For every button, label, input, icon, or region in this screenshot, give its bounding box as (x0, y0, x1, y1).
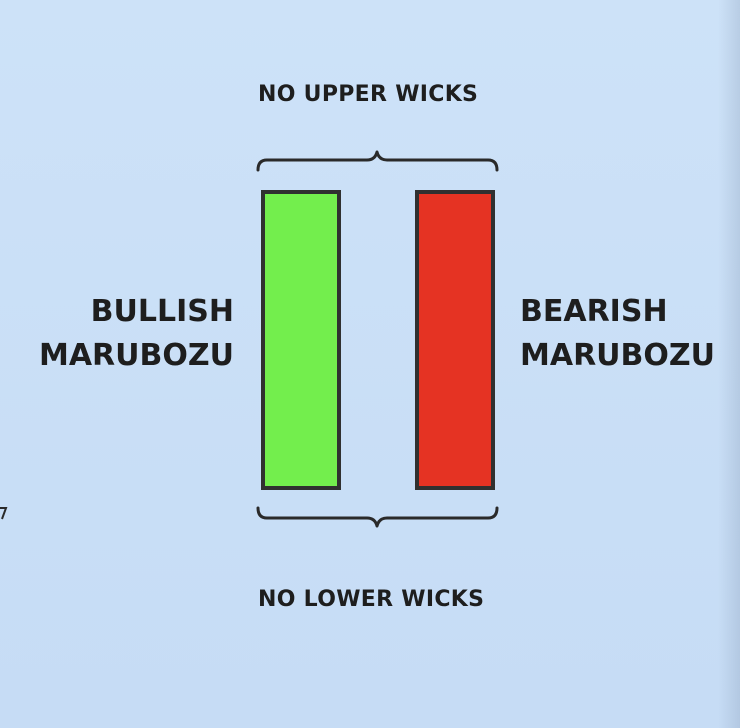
cropped-mark (0, 507, 8, 520)
bullish-label-line1: BULLISH (90, 294, 234, 329)
bearish-marubozu-label: BEARISH MARUBOZU (520, 290, 715, 378)
bullish-marubozu-label: BULLISH MARUBOZU (39, 290, 234, 378)
top-curly-brace (256, 150, 499, 172)
bearish-label-line1: BEARISH (520, 294, 668, 329)
no-upper-wicks-caption: NO UPPER WICKS (258, 82, 479, 107)
bullish-label-line2: MARUBOZU (38, 338, 234, 373)
no-lower-wicks-caption: NO LOWER WICKS (258, 587, 485, 612)
edge-shadow (718, 0, 740, 728)
bearish-label-line2: MARUBOZU (520, 338, 716, 373)
bottom-curly-brace (256, 506, 499, 528)
bullish-candle (261, 190, 341, 490)
bearish-candle (415, 190, 495, 490)
